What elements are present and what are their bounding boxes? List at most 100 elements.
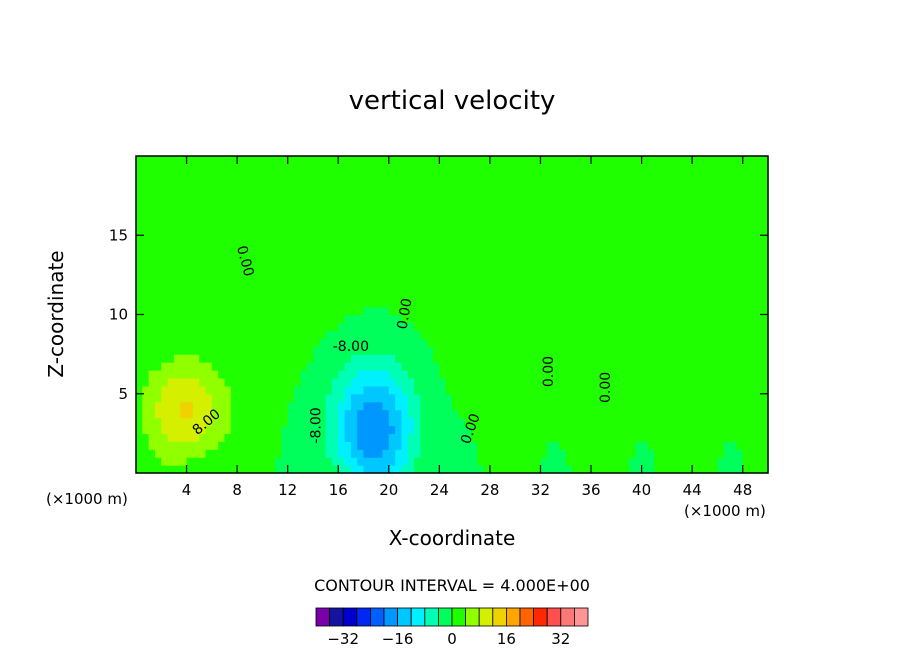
field-cell <box>319 219 327 228</box>
field-cell <box>243 377 251 387</box>
field-cell <box>546 369 554 379</box>
field-cell <box>698 346 706 355</box>
field-cell <box>205 156 213 165</box>
field-cell <box>281 195 289 205</box>
field-cell <box>136 298 143 308</box>
field-cell <box>294 235 301 244</box>
field-cell <box>161 235 169 244</box>
field-cell <box>154 203 162 213</box>
field-cell <box>641 449 649 458</box>
field-cell <box>306 156 314 165</box>
field-cell <box>180 187 188 197</box>
field-cell <box>515 156 523 165</box>
field-cell <box>559 156 567 165</box>
field-cell <box>534 346 542 355</box>
field-cell <box>742 322 750 331</box>
field-cell <box>647 163 655 173</box>
field-cell <box>660 314 668 324</box>
field-cell <box>357 203 365 213</box>
field-cell <box>654 235 662 244</box>
field-cell <box>553 425 561 434</box>
field-cell <box>306 274 314 284</box>
field-cell <box>433 306 440 316</box>
field-cell <box>660 211 668 220</box>
field-cell <box>237 377 245 387</box>
field-cell <box>692 362 700 371</box>
field-cell <box>647 385 655 395</box>
field-cell <box>161 227 169 236</box>
field-cell <box>148 393 156 403</box>
field-cell <box>186 338 194 347</box>
field-cell <box>350 282 358 292</box>
field-cell <box>698 441 706 450</box>
field-cell <box>660 449 668 458</box>
field-cell <box>572 393 579 403</box>
field-cell <box>635 425 643 434</box>
field-cell <box>660 393 668 403</box>
field-cell <box>243 171 251 181</box>
field-cell <box>692 377 700 387</box>
field-cell <box>312 338 320 347</box>
field-cell <box>635 457 643 466</box>
field-cell <box>698 219 706 228</box>
field-cell <box>483 266 491 276</box>
field-cell <box>584 156 592 165</box>
field-cell <box>749 259 756 268</box>
field-cell <box>749 156 756 165</box>
field-cell <box>470 163 478 173</box>
field-cell <box>723 274 731 284</box>
field-cell <box>262 330 270 339</box>
field-cell <box>603 417 611 427</box>
field-cell <box>704 163 712 173</box>
field-cell <box>572 171 579 181</box>
field-cell <box>211 465 219 474</box>
field-cell <box>369 219 377 228</box>
field-cell <box>439 156 447 165</box>
field-cell <box>496 441 504 450</box>
field-cell <box>679 195 687 205</box>
field-cell <box>439 219 447 228</box>
field-cell <box>489 235 497 244</box>
field-cell <box>654 457 662 466</box>
field-cell <box>565 385 573 395</box>
field-cell <box>186 179 194 189</box>
field-cell <box>426 393 434 403</box>
field-cell <box>666 251 674 260</box>
field-cell <box>483 290 491 300</box>
field-cell <box>243 251 251 260</box>
field-cell <box>711 259 719 268</box>
field-cell <box>641 171 649 181</box>
field-cell <box>470 409 478 419</box>
field-cell <box>338 187 346 197</box>
field-cell <box>723 322 731 331</box>
field-cell <box>622 369 630 379</box>
field-cell <box>167 274 175 284</box>
field-cell <box>508 314 516 324</box>
field-cell <box>711 401 719 411</box>
field-cell <box>407 274 415 284</box>
field-cell <box>730 251 737 260</box>
field-cell <box>262 314 270 324</box>
field-cell <box>420 290 428 300</box>
field-cell <box>711 227 719 236</box>
field-cell <box>654 425 662 434</box>
field-cell <box>249 457 257 466</box>
field-cell <box>275 211 282 220</box>
field-cell <box>230 338 238 347</box>
field-cell <box>742 306 750 316</box>
field-cell <box>199 330 207 339</box>
field-cell <box>635 306 643 316</box>
field-cell <box>641 338 649 347</box>
field-cell <box>180 306 188 316</box>
field-cell <box>287 156 295 165</box>
field-cell <box>249 409 257 419</box>
field-cell <box>591 409 598 419</box>
field-cell <box>167 457 175 466</box>
field-cell <box>287 385 295 395</box>
field-cell <box>527 417 535 427</box>
field-cell <box>622 298 630 308</box>
x-tick-label: 8 <box>232 481 242 499</box>
field-cell <box>230 465 238 474</box>
field-cell <box>401 156 409 165</box>
field-cell <box>654 314 662 324</box>
